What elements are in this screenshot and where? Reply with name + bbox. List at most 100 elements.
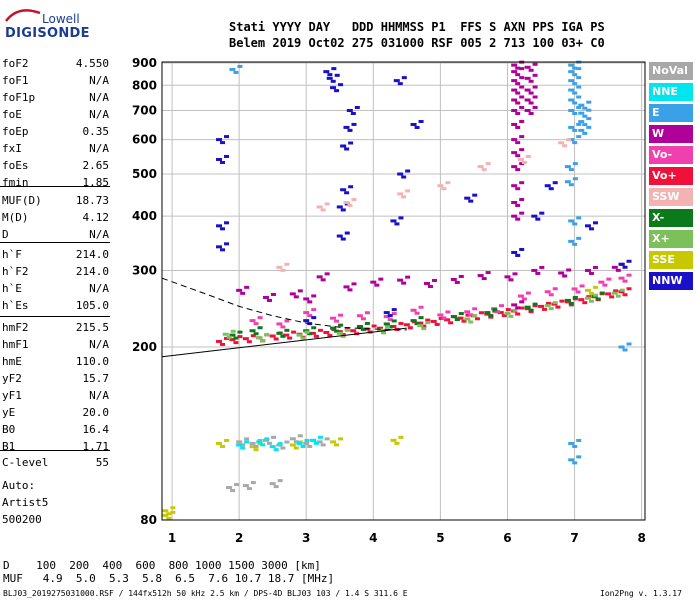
echo-mark: [515, 101, 521, 105]
param-label: foEp: [2, 125, 29, 138]
echo-mark: [344, 328, 350, 332]
echo-mark: [377, 328, 384, 332]
echo-mark: [331, 67, 337, 71]
echo-mark: [511, 200, 518, 204]
echo-mark: [445, 310, 451, 314]
echo-mark: [303, 441, 310, 445]
param-value: N/A: [89, 91, 109, 104]
legend-item-x: X-: [649, 209, 693, 227]
echo-mark: [519, 67, 525, 71]
echo-mark: [414, 125, 420, 129]
param-row-hf: h`F 214.0: [2, 248, 109, 264]
echo-mark: [524, 98, 531, 102]
legend-item-w: W: [649, 125, 693, 143]
param-value: N/A: [89, 108, 109, 121]
echo-mark: [230, 489, 236, 493]
echo-mark: [568, 458, 575, 462]
echo-mark: [320, 208, 326, 212]
echo-mark: [468, 320, 474, 324]
param-value: 4.12: [82, 211, 110, 224]
echo-mark: [532, 85, 538, 89]
echo-mark: [437, 184, 444, 188]
echo-mark: [414, 322, 420, 326]
echo-mark: [497, 311, 504, 315]
echo-mark: [528, 68, 534, 72]
echo-mark: [576, 236, 582, 240]
echo-mark: [511, 151, 518, 155]
echo-mark: [336, 234, 343, 238]
echo-mark: [598, 280, 605, 284]
echo-mark: [346, 108, 353, 112]
echo-mark: [356, 324, 363, 328]
echo-mark: [338, 313, 344, 317]
param-row-yf1: yF1 N/A: [2, 389, 109, 405]
param-row-d: D N/A: [2, 228, 109, 244]
echo-mark: [512, 308, 518, 312]
echo-mark: [602, 283, 608, 287]
echo-mark: [240, 443, 246, 447]
echo-mark: [387, 318, 393, 322]
echo-mark: [364, 311, 370, 315]
echo-mark: [572, 128, 578, 132]
logo-arc-icon: [5, 9, 41, 22]
echo-mark: [330, 326, 337, 330]
param-row-fof1p: foF1p N/A: [2, 91, 109, 107]
echo-mark: [564, 180, 571, 184]
echo-mark: [293, 446, 299, 450]
echo-mark: [578, 103, 585, 107]
echo-mark: [334, 329, 340, 333]
param-row-clevel: C-level 55: [2, 456, 109, 472]
distance-row: D 100 200 400 600 800 1000 1500 3000 [km…: [3, 559, 321, 572]
echo-mark: [340, 144, 347, 148]
echo-mark: [398, 435, 404, 439]
echo-mark: [383, 315, 390, 319]
echo-mark: [316, 440, 323, 444]
echo-mark: [568, 441, 575, 445]
echo-mark: [576, 455, 582, 459]
param-label: foF1p: [2, 91, 36, 104]
echo-mark: [484, 312, 491, 316]
echo-mark: [568, 98, 575, 102]
echo-mark: [405, 275, 411, 279]
echo-mark: [568, 79, 575, 83]
param-separator: [0, 450, 110, 451]
echo-mark: [572, 91, 578, 95]
echo-mark: [266, 298, 272, 302]
echo-mark: [461, 319, 467, 323]
echo-mark: [618, 262, 625, 266]
x-tick-label: 7: [570, 531, 578, 545]
echo-mark: [484, 311, 491, 315]
header-labels: Stati YYYY DAY DDD HHMMSS P1 FFS S AXN P…: [229, 20, 605, 34]
echo-mark: [615, 294, 621, 298]
echo-mark: [309, 331, 316, 335]
echo-mark: [378, 277, 384, 281]
echo-mark: [383, 322, 390, 326]
echo-mark: [246, 340, 252, 344]
param-value: 55: [95, 456, 109, 469]
echo-mark: [334, 443, 340, 447]
echo-mark: [568, 301, 574, 305]
param-separator: [0, 186, 110, 187]
echo-mark: [401, 281, 407, 285]
param-label: hmF1: [2, 338, 29, 351]
echo-mark: [592, 285, 598, 289]
echo-mark: [517, 157, 524, 161]
x-tick-label: 8: [637, 531, 645, 545]
echo-mark: [293, 440, 299, 444]
echo-mark: [313, 441, 319, 445]
echo-mark: [166, 516, 172, 520]
echo-mark: [421, 327, 427, 331]
echo-mark: [256, 336, 263, 340]
echo-mark: [465, 313, 471, 317]
echo-mark: [249, 329, 256, 333]
echo-mark: [330, 316, 337, 320]
echo-mark: [511, 63, 518, 67]
echo-mark: [558, 271, 565, 275]
echo-mark: [528, 308, 534, 312]
echo-mark: [515, 217, 521, 221]
echo-mark: [304, 330, 310, 334]
echo-mark: [224, 154, 230, 158]
echo-mark: [472, 314, 478, 318]
echo-mark: [344, 147, 350, 151]
